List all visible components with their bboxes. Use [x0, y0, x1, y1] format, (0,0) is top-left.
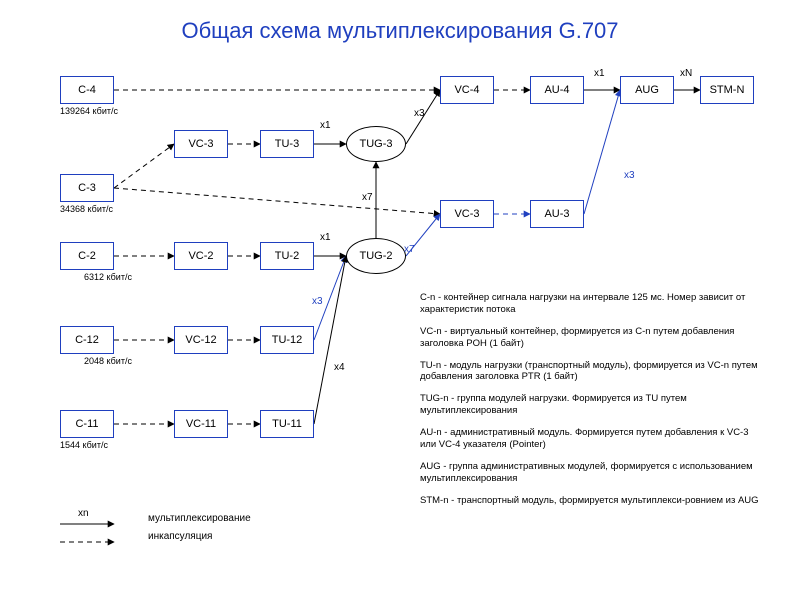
edge-c3-vc3a — [114, 144, 174, 188]
node-au4: AU-4 — [530, 76, 584, 104]
edge-label-tug3-vc4: x3 — [414, 108, 425, 119]
node-c4: C-4 — [60, 76, 114, 104]
definition-row: AU-n - административный модуль. Формируе… — [420, 427, 760, 451]
diagram-title: Общая схема мультиплексирования G.707 — [0, 18, 800, 44]
definition-row: C-n - контейнер сигнала нагрузки на инте… — [420, 292, 760, 316]
edge-label-tug2-vc3b: x7 — [404, 244, 415, 255]
rate-c12: 2048 кбит/с — [84, 356, 132, 366]
edge-label-tu11-tug2: x4 — [334, 362, 345, 373]
node-vc2: VC-2 — [174, 242, 228, 270]
rate-c4: 139264 кбит/с — [60, 106, 118, 116]
definition-row: TUG-n - группа модулей нагрузки. Формиру… — [420, 393, 760, 417]
node-vc3b: VC-3 — [440, 200, 494, 228]
legend-mux-label: мультиплексирование — [148, 513, 251, 524]
node-tu3: TU-3 — [260, 130, 314, 158]
node-c3: C-3 — [60, 174, 114, 202]
node-vc11: VC-11 — [174, 410, 228, 438]
node-tu2: TU-2 — [260, 242, 314, 270]
node-vc12: VC-12 — [174, 326, 228, 354]
node-aug: AUG — [620, 76, 674, 104]
edge-label-tu3-tug3: x1 — [320, 120, 331, 131]
definition-row: STM-n - транспортный модуль, формируется… — [420, 495, 760, 507]
edge-c3-vc3b — [114, 188, 440, 214]
edge-label-tu12-tug2: x3 — [312, 296, 323, 307]
rate-c3: 34368 кбит/с — [60, 204, 113, 214]
node-vc3a: VC-3 — [174, 130, 228, 158]
node-tu12: TU-12 — [260, 326, 314, 354]
diagram-canvas: Общая схема мультиплексирования G.707 C-… — [0, 0, 800, 600]
edge-label-tug2-tug3: x7 — [362, 192, 373, 203]
node-tug3: TUG-3 — [346, 126, 406, 162]
node-c11: C-11 — [60, 410, 114, 438]
node-vc4: VC-4 — [440, 76, 494, 104]
node-tu11: TU-11 — [260, 410, 314, 438]
node-c2: C-2 — [60, 242, 114, 270]
edge-tu11-tug2 — [314, 256, 346, 424]
definitions-list: C-n - контейнер сигнала нагрузки на инте… — [420, 292, 760, 516]
rate-c11: 1544 кбит/с — [60, 440, 108, 450]
node-stmn: STM-N — [700, 76, 754, 104]
definition-row: AUG - группа административных модулей, ф… — [420, 461, 760, 485]
edge-label-aug-stmn: xN — [680, 68, 692, 79]
edge-label-tu2-tug2: x1 — [320, 232, 331, 243]
node-tug2: TUG-2 — [346, 238, 406, 274]
legend: xn мультиплексирование инкапсуляция — [60, 510, 251, 546]
edge-label-au4-aug: x1 — [594, 68, 605, 79]
rate-c2: 6312 кбит/с — [84, 272, 132, 282]
node-c12: C-12 — [60, 326, 114, 354]
legend-encap-label: инкапсуляция — [148, 531, 212, 542]
definition-row: TU-n - модуль нагрузки (транспортный мод… — [420, 360, 760, 384]
edge-au3-aug — [584, 90, 620, 214]
definition-row: VC-n - виртуальный контейнер, формируетс… — [420, 326, 760, 350]
edge-label-au3-aug: x3 — [624, 170, 635, 181]
node-au3: AU-3 — [530, 200, 584, 228]
